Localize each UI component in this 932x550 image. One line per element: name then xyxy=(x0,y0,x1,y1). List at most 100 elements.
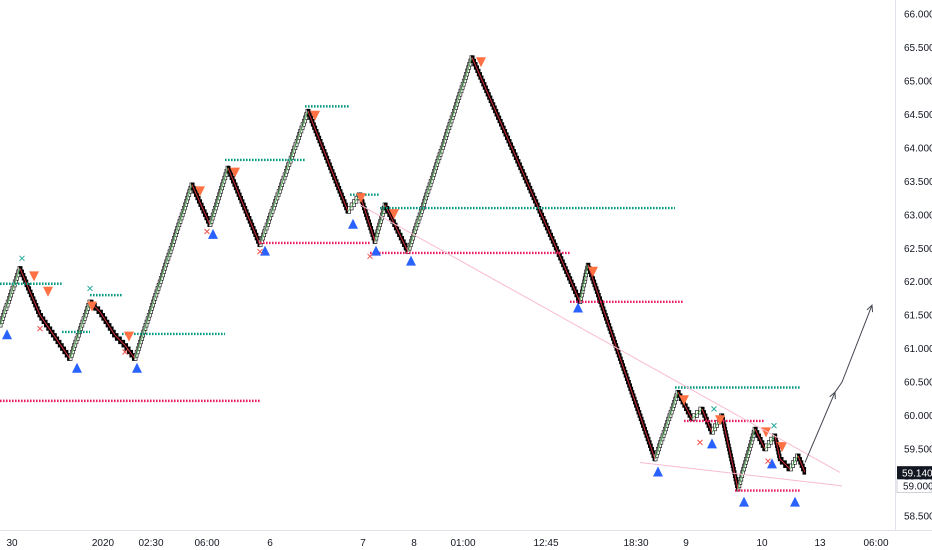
buy-signal-marker xyxy=(208,228,218,239)
downtrend-line xyxy=(99,311,116,336)
sell-signal-marker xyxy=(389,209,399,220)
time-tick-label: 30 xyxy=(6,538,18,549)
sell-signal-marker xyxy=(679,395,689,406)
uptrend-line xyxy=(259,110,309,246)
downtrend-line xyxy=(797,455,806,473)
buy-signal-marker xyxy=(767,458,777,469)
downtrend-line xyxy=(114,334,126,346)
cross-stroke xyxy=(257,248,263,255)
downtrend-line xyxy=(39,314,71,359)
buy-signal-marker xyxy=(739,496,749,507)
sell-signal-marker xyxy=(476,57,486,68)
price-tick-label: 63.000 xyxy=(904,210,932,221)
alt-price-label: 59.000 xyxy=(903,482,932,493)
last-price-label: 59.140 xyxy=(902,469,932,480)
time-tick-label: 6 xyxy=(267,538,273,549)
projection-arrow xyxy=(804,304,873,463)
sell-signal-marker xyxy=(356,193,366,204)
cross-down-marker xyxy=(257,248,263,255)
price-tick-label: 65.500 xyxy=(904,43,932,54)
uptrend-line xyxy=(764,435,776,450)
price-tick-label: 66.000 xyxy=(904,10,932,21)
cross-up-marker xyxy=(771,422,777,429)
cross-stroke xyxy=(19,255,25,262)
downtrend-line xyxy=(191,184,211,226)
price-tick-label: 63.500 xyxy=(904,177,932,188)
buy-signal-marker xyxy=(707,438,717,449)
downtrend-line xyxy=(19,268,41,316)
alt-price-tag xyxy=(896,479,932,493)
uptrend-line xyxy=(69,301,91,359)
sell-signal-marker xyxy=(195,186,205,197)
sell-signal-marker xyxy=(230,167,240,178)
time-tick-label: 12:45 xyxy=(533,538,558,549)
time-tick-label: 8 xyxy=(411,538,417,549)
cross-up-marker xyxy=(711,406,717,412)
price-tick-label: 65.000 xyxy=(904,76,932,87)
arrow-head xyxy=(829,391,836,400)
sell-signal-marker xyxy=(29,271,39,282)
sell-signal-marker xyxy=(588,266,598,277)
buy-signal-marker xyxy=(132,362,142,373)
uptrend-line xyxy=(691,408,703,420)
uptrend-line xyxy=(407,57,473,252)
time-tick-label: 02:30 xyxy=(138,538,163,549)
time-tick-label: 10 xyxy=(756,538,768,549)
downtrend-line xyxy=(779,458,791,470)
buy-signal-marker xyxy=(2,329,12,340)
buy-signal-marker xyxy=(573,302,583,313)
price-tick-label: 59.500 xyxy=(904,445,932,456)
sell-signal-marker xyxy=(124,331,134,342)
downtrend-line xyxy=(471,57,581,303)
last-price-tag xyxy=(897,466,932,480)
buy-signal-marker xyxy=(790,496,800,507)
cross-down-marker xyxy=(697,439,703,446)
price-tick-label: 60.500 xyxy=(904,378,932,389)
sell-signal-marker xyxy=(87,301,97,312)
level-line-layer xyxy=(0,57,806,492)
time-axis[interactable]: 30 2020 02:30 06:00 6 7 8 01:00 12:45 18:30 9 10 13 0… xyxy=(6,538,889,549)
price-tick-label: 58.500 xyxy=(904,512,932,523)
sell-signal-marker xyxy=(777,442,787,453)
price-tick-label: 62.500 xyxy=(904,244,932,255)
buy-signal-marker xyxy=(371,245,381,256)
cross-up-marker xyxy=(87,285,93,292)
downtrend-line xyxy=(721,415,739,490)
price-tick-label: 64.500 xyxy=(904,110,932,121)
downtrend-line xyxy=(227,167,261,246)
sell-signal-marker xyxy=(43,286,53,297)
cross-stroke xyxy=(122,349,128,355)
price-tick-label: 60.000 xyxy=(904,411,932,422)
cross-down-marker xyxy=(122,349,128,355)
time-tick-label: 01:00 xyxy=(450,538,475,549)
time-tick-label: 06:00 xyxy=(194,538,219,549)
downtrend-line xyxy=(124,345,136,360)
time-tick-label: 7 xyxy=(360,538,366,549)
downtrend-line xyxy=(754,428,766,450)
price-tick-label: 61.000 xyxy=(904,344,932,355)
time-tick-label: 9 xyxy=(683,538,689,549)
downtrend-line xyxy=(587,264,656,460)
buy-signal-marker xyxy=(653,466,663,477)
downtrend-line xyxy=(307,110,349,212)
cross-stroke xyxy=(37,325,43,332)
uptrend-line xyxy=(134,184,193,359)
uptrend-line xyxy=(789,455,799,470)
cross-down-marker xyxy=(37,325,43,332)
buy-signal-marker xyxy=(406,255,416,266)
cross-stroke xyxy=(711,406,717,412)
cross-stroke xyxy=(367,253,373,260)
price-tick-label: 64.000 xyxy=(904,143,932,154)
time-tick-label: 13 xyxy=(814,538,826,549)
uptrend-line xyxy=(654,392,679,460)
price-tick-label: 61.500 xyxy=(904,311,932,322)
cross-stroke xyxy=(204,228,210,235)
price-tags: 59.140 59.000 xyxy=(896,466,932,493)
time-tick-label: 18:30 xyxy=(623,538,648,549)
downtrend-line xyxy=(384,204,409,252)
downtrend-line xyxy=(774,435,781,460)
cross-down-marker xyxy=(765,458,771,464)
drawing-layer xyxy=(359,204,874,487)
